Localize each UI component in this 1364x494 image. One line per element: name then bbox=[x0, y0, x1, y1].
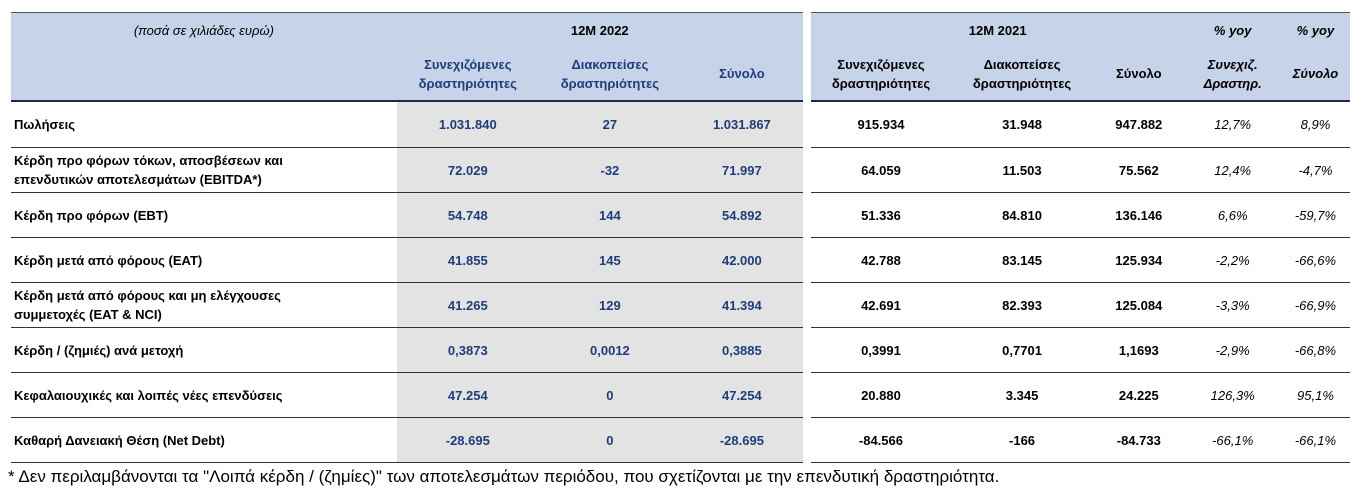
row-label: Κέρδη προ φόρων (EBT) bbox=[11, 192, 397, 238]
footnote: * Δεν περιλαμβάνονται τα "Λοιπά κέρδη / … bbox=[8, 467, 1000, 486]
discontinued-2021-value: 83.145 bbox=[950, 237, 1094, 283]
yoy-continuing-value: -2,2% bbox=[1184, 237, 1281, 283]
yoy-continuing-value: -66,1% bbox=[1184, 417, 1281, 463]
continuing-2021-value: 0,3991 bbox=[810, 327, 951, 373]
discontinued-2022-value: 0 bbox=[538, 417, 681, 463]
table-row: Κέρδη προ φόρων (EBT) 54.748 144 54.892 51.3… bbox=[11, 192, 1350, 238]
row-label: Κέρδη προ φόρων τόκων, αποσβέσεων και επε… bbox=[11, 147, 397, 193]
continuing-2021-value: -84.566 bbox=[810, 417, 951, 463]
total-2021-value: -84.733 bbox=[1093, 417, 1185, 463]
continuing-2021-header: Συνεχιζόμενες δραστηριότητες bbox=[810, 47, 951, 102]
total-2022-header: Σύνολο bbox=[680, 47, 803, 102]
discontinued-2021-header: Διακοπείσες δραστηριότητες bbox=[950, 47, 1094, 102]
yoy-continuing-value: 126,3% bbox=[1184, 372, 1281, 418]
yoy-total-value: -66,6% bbox=[1280, 237, 1350, 283]
discontinued-2022-value: 144 bbox=[538, 192, 681, 238]
continuing-2021-value: 42.788 bbox=[810, 237, 951, 283]
table-row: Κέρδη προ φόρων τόκων, αποσβέσεων και επε… bbox=[11, 147, 1350, 193]
continuing-2022-value: 41.855 bbox=[396, 237, 539, 283]
table-row: Καθαρή Δανειακή Θέση (Net Debt) -28.695 0-… bbox=[11, 417, 1350, 463]
discontinued-2021-value: 31.948 bbox=[950, 101, 1094, 148]
yoy-total-value: 95,1% bbox=[1280, 372, 1350, 418]
continuing-2022-value: -28.695 bbox=[396, 417, 539, 463]
discontinued-2022-value: 129 bbox=[538, 282, 681, 328]
total-2021-header: Σύνολο bbox=[1093, 47, 1185, 102]
yoy-continuing-value: -2,9% bbox=[1184, 327, 1281, 373]
discontinued-2022-value: -32 bbox=[538, 147, 681, 193]
table-row: Κέρδη / (ζημιές) ανά μετοχή 0,3873 0,0012 0… bbox=[11, 327, 1350, 373]
units-label: (ποσά σε χιλιάδες ευρώ) bbox=[11, 12, 397, 47]
continuing-2021-value: 20.880 bbox=[810, 372, 951, 418]
row-label: Καθαρή Δανειακή Θέση (Net Debt) bbox=[11, 417, 397, 463]
discontinued-2022-header: Διακοπείσες δραστηριότητες bbox=[538, 47, 681, 102]
yoy-total-value: -66,1% bbox=[1280, 417, 1350, 463]
yoy-continuing-value: 6,6% bbox=[1184, 192, 1281, 238]
period-2022-header: 12M 2022 bbox=[396, 12, 803, 47]
row-label: Κέρδη μετά από φόρους (EAT) bbox=[11, 237, 397, 283]
discontinued-2021-value: 0,7701 bbox=[950, 327, 1094, 373]
total-2022-value: 42.000 bbox=[680, 237, 803, 283]
yoy-total-value: -4,7% bbox=[1280, 147, 1350, 193]
continuing-2022-value: 54.748 bbox=[396, 192, 539, 238]
row-label: Πωλήσεις bbox=[11, 101, 397, 148]
continuing-2021-value: 51.336 bbox=[810, 192, 951, 238]
discontinued-2021-value: 84.810 bbox=[950, 192, 1094, 238]
continuing-2022-header: Συνεχιζόμενες δραστηριότητες bbox=[396, 47, 539, 102]
total-2022-value: 41.394 bbox=[680, 282, 803, 328]
continuing-2021-value: 64.059 bbox=[810, 147, 951, 193]
total-2022-value: -28.695 bbox=[680, 417, 803, 463]
table-body: Πωλήσεις 1.031.840 27 1.031.867 915.934 31.94… bbox=[11, 101, 1350, 463]
discontinued-2021-value: -166 bbox=[950, 417, 1094, 463]
financial-results-table: (ποσά σε χιλιάδες ευρώ) 12M 2022 12M 202… bbox=[11, 12, 1350, 463]
discontinued-2021-value: 11.503 bbox=[950, 147, 1094, 193]
total-2021-value: 75.562 bbox=[1093, 147, 1185, 193]
total-2022-value: 1.031.867 bbox=[680, 101, 803, 148]
yoy-header-1: % yoy bbox=[1184, 12, 1281, 47]
yoy-continuing-header: Συνεχιζ. Δραστηρ. bbox=[1184, 47, 1281, 102]
total-2021-value: 947.882 bbox=[1093, 101, 1185, 148]
total-2022-value: 47.254 bbox=[680, 372, 803, 418]
table-row: Κέρδη μετά από φόρους (EAT) 41.855 145 42.0… bbox=[11, 237, 1350, 283]
yoy-continuing-value: 12,7% bbox=[1184, 101, 1281, 148]
total-2021-value: 24.225 bbox=[1093, 372, 1185, 418]
continuing-2021-value: 915.934 bbox=[810, 101, 951, 148]
total-2022-value: 0,3885 bbox=[680, 327, 803, 373]
discontinued-2021-value: 82.393 bbox=[950, 282, 1094, 328]
total-2021-value: 125.934 bbox=[1093, 237, 1185, 283]
continuing-2022-value: 41.265 bbox=[396, 282, 539, 328]
row-label: Κεφαλαιουχικές και λοιπές νέες επενδύσει… bbox=[11, 372, 397, 418]
yoy-header-2: % yoy bbox=[1280, 12, 1350, 47]
yoy-total-header: Σύνολο bbox=[1280, 47, 1350, 102]
period-2021-header: 12M 2021 bbox=[810, 12, 1185, 47]
table-row: Κεφαλαιουχικές και λοιπές νέες επενδύσει… bbox=[11, 372, 1350, 418]
continuing-2022-value: 0,3873 bbox=[396, 327, 539, 373]
discontinued-2022-value: 27 bbox=[538, 101, 681, 148]
continuing-2022-value: 72.029 bbox=[396, 147, 539, 193]
discontinued-2022-value: 145 bbox=[538, 237, 681, 283]
discontinued-2022-value: 0,0012 bbox=[538, 327, 681, 373]
continuing-2022-value: 47.254 bbox=[396, 372, 539, 418]
yoy-total-value: -66,8% bbox=[1280, 327, 1350, 373]
table-row: Κέρδη μετά από φόρους και μη ελέγχουσες σ… bbox=[11, 282, 1350, 328]
discontinued-2021-value: 3.345 bbox=[950, 372, 1094, 418]
total-2022-value: 71.997 bbox=[680, 147, 803, 193]
header-row-periods: (ποσά σε χιλιάδες ευρώ) 12M 2022 12M 202… bbox=[11, 12, 1350, 47]
yoy-total-value: 8,9% bbox=[1280, 101, 1350, 148]
yoy-total-value: -66,9% bbox=[1280, 282, 1350, 328]
continuing-2022-value: 1.031.840 bbox=[396, 101, 539, 148]
total-2021-value: 125.084 bbox=[1093, 282, 1185, 328]
total-2022-value: 54.892 bbox=[680, 192, 803, 238]
yoy-continuing-value: -3,3% bbox=[1184, 282, 1281, 328]
discontinued-2022-value: 0 bbox=[538, 372, 681, 418]
yoy-continuing-value: 12,4% bbox=[1184, 147, 1281, 193]
continuing-2021-value: 42.691 bbox=[810, 282, 951, 328]
total-2021-value: 136.146 bbox=[1093, 192, 1185, 238]
yoy-total-value: -59,7% bbox=[1280, 192, 1350, 238]
total-2021-value: 1,1693 bbox=[1093, 327, 1185, 373]
table-row: Πωλήσεις 1.031.840 27 1.031.867 915.934 31.94… bbox=[11, 101, 1350, 148]
row-label: Κέρδη μετά από φόρους και μη ελέγχουσες σ… bbox=[11, 282, 397, 328]
header-row-subcolumns: Συνεχιζόμενες δραστηριότητες Διακοπείσες δ… bbox=[11, 47, 1350, 102]
row-label: Κέρδη / (ζημιές) ανά μετοχή bbox=[11, 327, 397, 373]
